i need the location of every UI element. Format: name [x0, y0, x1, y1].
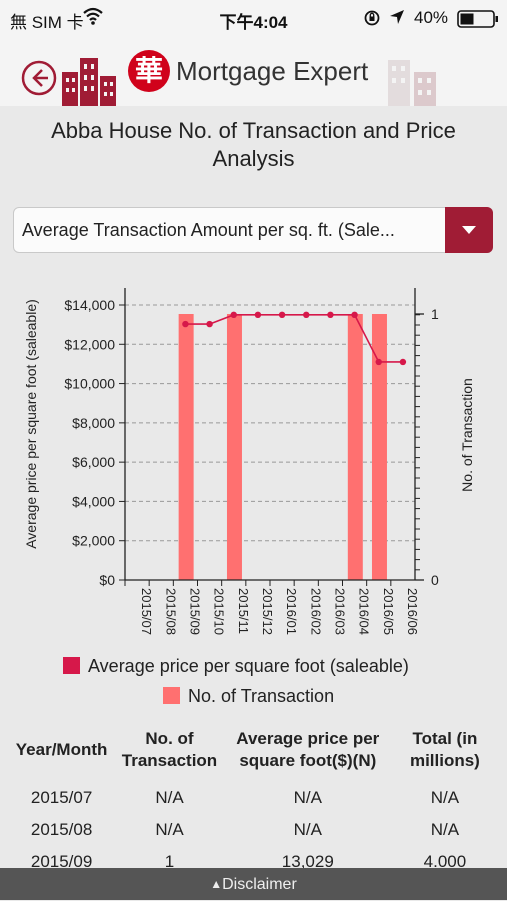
x-tick-label: 2015/11	[236, 588, 251, 634]
cell-price: 13,029	[281, 852, 334, 871]
buildings-faded-icon	[388, 58, 444, 111]
price-point	[254, 311, 262, 319]
legend-label-transactions: No. of Transaction	[188, 686, 335, 706]
disclaimer-label: Disclaimer	[222, 876, 297, 893]
table-row: 2015/08 N/A N/A N/A	[10, 814, 500, 846]
cell-price: N/A	[293, 788, 322, 807]
header-total: Total (in millions)	[409, 729, 480, 770]
metric-select[interactable]: Average Transaction Amount per sq. ft. (…	[13, 207, 493, 253]
cell-count: N/A	[155, 788, 184, 807]
price-point	[399, 358, 407, 366]
x-tick-label: 2016/05	[381, 588, 396, 635]
header-avg-price: Average price per square foot($)(N)	[236, 729, 380, 770]
y-tick-label: $6,000	[72, 454, 115, 470]
price-point	[182, 320, 189, 328]
y-tick-label: $2,000	[72, 533, 115, 549]
x-tick-label: 2016/02	[308, 588, 323, 635]
table-header-row: Year/Month No. of Transaction Average pr…	[10, 728, 500, 772]
bar	[371, 314, 387, 580]
x-tick-label: 2015/12	[260, 588, 275, 635]
header-no-transaction: No. of Transaction	[121, 729, 218, 770]
cell-count: N/A	[155, 820, 184, 839]
y2-tick-label: 0	[431, 572, 439, 588]
price-point	[327, 311, 334, 319]
x-tick-label: 2015/09	[187, 588, 202, 635]
location-arrow-icon	[389, 9, 405, 30]
price-point	[303, 311, 310, 319]
metric-select-value: Average Transaction Amount per sq. ft. (…	[22, 220, 395, 240]
bank-logo: 華	[128, 50, 170, 92]
x-tick-label: 2015/07	[139, 588, 154, 635]
y-tick-label: $12,000	[64, 336, 115, 352]
y-tick-label: $8,000	[72, 415, 115, 431]
page-title: Abba House No. of Transaction and Price …	[51, 118, 456, 171]
y-tick-label: $4,000	[72, 493, 115, 509]
cell-price: N/A	[293, 820, 322, 839]
cell-count: 1	[164, 852, 175, 871]
y-tick-label: $0	[99, 572, 115, 588]
buildings-icon	[62, 58, 116, 111]
bar	[347, 314, 363, 580]
table-row: 2015/07 N/A N/A N/A	[10, 782, 500, 814]
price-point	[351, 311, 358, 319]
app-title: Mortgage Expert	[176, 56, 369, 86]
back-button[interactable]	[21, 60, 57, 101]
y-tick-label: $14,000	[64, 297, 115, 313]
x-tick-label: 2015/10	[212, 588, 227, 635]
battery-percent: 40%	[414, 8, 449, 27]
price-point	[230, 311, 237, 319]
x-tick-label: 2016/04	[357, 588, 372, 635]
carrier-text: 無 SIM 卡	[10, 13, 84, 32]
cell-month: 2015/08	[30, 820, 93, 839]
orientation-lock-icon	[364, 9, 380, 32]
transaction-price-chart: Average price per square foot (saleable)…	[23, 288, 475, 635]
transaction-table: Year/Month No. of Transaction Average pr…	[10, 728, 500, 878]
legend-swatch-price	[63, 657, 80, 674]
clock-text: 下午4:04	[219, 13, 288, 32]
legend-item-transactions: No. of Transaction	[0, 686, 507, 707]
dropdown-button[interactable]	[445, 207, 493, 253]
chevron-down-icon	[462, 226, 476, 234]
legend-item-price: Average price per square foot (saleable)	[0, 656, 507, 677]
price-point	[206, 320, 213, 328]
y-tick-label: $10,000	[64, 376, 115, 392]
bar	[178, 314, 194, 580]
cell-month: 2015/07	[30, 788, 93, 807]
battery-icon	[457, 10, 499, 33]
cell-month: 2015/09	[30, 852, 93, 871]
disclaimer-bar[interactable]: ▲Disclaimer	[0, 868, 507, 900]
price-point	[375, 358, 382, 366]
legend-swatch-transactions	[163, 687, 180, 704]
table-row: 2015/09 1 13,029 4.000	[10, 846, 500, 878]
x-tick-label: 2016/06	[405, 588, 420, 635]
back-arrow-icon	[21, 60, 57, 96]
cell-total: 4.000	[423, 852, 467, 871]
y2-tick-label: 1	[431, 306, 439, 322]
header-year-month: Year/Month	[15, 740, 108, 759]
caret-up-icon: ▲	[210, 877, 223, 891]
legend-label-price: Average price per square foot (saleable)	[88, 656, 409, 676]
cell-total: N/A	[430, 788, 460, 807]
price-line	[185, 314, 403, 363]
status-bar: 無 SIM 卡 下午4:04 40%	[0, 0, 507, 36]
y-axis-label: Average price per square foot (saleable)	[23, 299, 39, 549]
wifi-icon	[82, 6, 104, 31]
x-tick-label: 2016/01	[284, 588, 299, 635]
bar	[226, 314, 242, 580]
x-tick-label: 2015/08	[163, 588, 178, 635]
price-point	[278, 311, 286, 319]
app-header: 華 Mortgage Expert	[0, 36, 507, 106]
cell-total: N/A	[430, 820, 460, 839]
y2-axis-label: No. of Transaction	[459, 378, 475, 492]
x-tick-label: 2016/03	[332, 588, 347, 635]
